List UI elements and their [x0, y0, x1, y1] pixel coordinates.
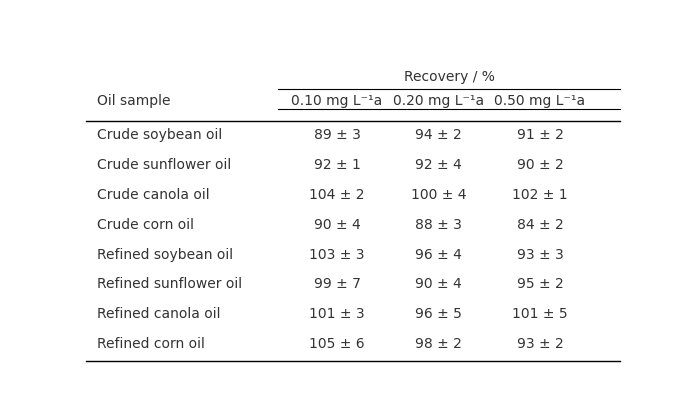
Text: 93 ± 3: 93 ± 3	[517, 248, 564, 261]
Text: 92 ± 1: 92 ± 1	[313, 158, 360, 172]
Text: 102 ± 1: 102 ± 1	[512, 188, 568, 202]
Text: Refined canola oil: Refined canola oil	[96, 307, 220, 321]
Text: 88 ± 3: 88 ± 3	[415, 218, 462, 232]
Text: Crude soybean oil: Crude soybean oil	[96, 128, 222, 142]
Text: Crude canola oil: Crude canola oil	[96, 188, 209, 202]
Text: 100 ± 4: 100 ± 4	[411, 188, 466, 202]
Text: 90 ± 2: 90 ± 2	[517, 158, 564, 172]
Text: 95 ± 2: 95 ± 2	[517, 277, 564, 291]
Text: 105 ± 6: 105 ± 6	[309, 337, 365, 351]
Text: 101 ± 5: 101 ± 5	[512, 307, 568, 321]
Text: 0.50 mg L⁻¹a: 0.50 mg L⁻¹a	[495, 94, 586, 108]
Text: 0.10 mg L⁻¹a: 0.10 mg L⁻¹a	[291, 94, 382, 108]
Text: 99 ± 7: 99 ± 7	[313, 277, 360, 291]
Text: 90 ± 4: 90 ± 4	[415, 277, 462, 291]
Text: 96 ± 4: 96 ± 4	[415, 248, 462, 261]
Text: 98 ± 2: 98 ± 2	[415, 337, 462, 351]
Text: Refined sunflower oil: Refined sunflower oil	[96, 277, 242, 291]
Text: 104 ± 2: 104 ± 2	[309, 188, 365, 202]
Text: 90 ± 4: 90 ± 4	[313, 218, 360, 232]
Text: 101 ± 3: 101 ± 3	[309, 307, 365, 321]
Text: 0.20 mg L⁻¹a: 0.20 mg L⁻¹a	[393, 94, 484, 108]
Text: 92 ± 4: 92 ± 4	[415, 158, 462, 172]
Text: 96 ± 5: 96 ± 5	[415, 307, 462, 321]
Text: 103 ± 3: 103 ± 3	[309, 248, 365, 261]
Text: Refined soybean oil: Refined soybean oil	[96, 248, 233, 261]
Text: 91 ± 2: 91 ± 2	[517, 128, 564, 142]
Text: 93 ± 2: 93 ± 2	[517, 337, 564, 351]
Text: Oil sample: Oil sample	[96, 94, 170, 108]
Text: Recovery / %: Recovery / %	[404, 70, 495, 84]
Text: 89 ± 3: 89 ± 3	[313, 128, 360, 142]
Text: 94 ± 2: 94 ± 2	[415, 128, 462, 142]
Text: Crude corn oil: Crude corn oil	[96, 218, 194, 232]
Text: 84 ± 2: 84 ± 2	[517, 218, 564, 232]
Text: Refined corn oil: Refined corn oil	[96, 337, 205, 351]
Text: Crude sunflower oil: Crude sunflower oil	[96, 158, 231, 172]
